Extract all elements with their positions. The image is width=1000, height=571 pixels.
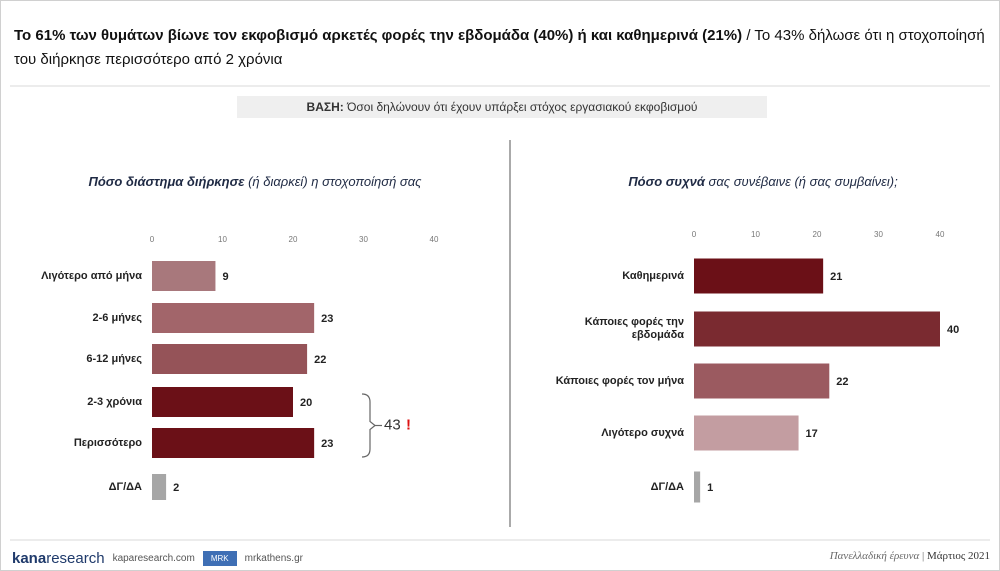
bar — [694, 363, 830, 399]
logo: kanaresearch — [12, 550, 105, 567]
value-label: 20 — [300, 397, 312, 409]
header: Το 61% των θυμάτων βίωνε τον εκφοβισμό α… — [14, 24, 994, 72]
logo-a: kana — [12, 549, 47, 567]
title-rest: / Το 43% δήλωσε ότι η στοχοποίησή του δι… — [14, 27, 985, 68]
value-label: 23 — [321, 313, 333, 325]
x-tick-label: 40 — [430, 235, 439, 244]
chart-title: Πόσο διάστημα διήρκησε (ή διαρκεί) η στο… — [5, 174, 505, 189]
x-tick-label: 40 — [936, 230, 945, 239]
value-label: 22 — [836, 376, 848, 388]
category-label: 2-3 χρόνια — [87, 395, 142, 408]
bar — [152, 387, 293, 417]
chart-title-rest: σας συνέβαινε (ή σας συμβαίνει); — [708, 174, 898, 189]
bar — [152, 428, 315, 458]
value-label: 1 — [707, 482, 713, 494]
bar — [152, 474, 167, 500]
category-label: ΔΓ/ΔΑ — [650, 480, 684, 493]
category-label: Λιγότερο συχνά — [601, 426, 684, 439]
category-label: ΔΓ/ΔΑ — [108, 480, 142, 493]
bar — [152, 303, 315, 333]
bar — [152, 344, 308, 374]
value-label: 21 — [830, 271, 842, 283]
site1: kaparesearch.com — [112, 552, 195, 564]
value-label: 2 — [173, 482, 179, 494]
x-tick-label: 20 — [813, 230, 822, 239]
category-label: Κάποιες φορές τον μήνα — [555, 374, 684, 387]
bar — [694, 415, 799, 451]
x-tick-label: 10 — [218, 235, 227, 244]
x-tick-label: 10 — [751, 230, 760, 239]
x-tick-label: 0 — [692, 230, 697, 239]
value-label: 9 — [222, 271, 228, 283]
annotation-mark: ! — [406, 416, 411, 433]
value-label: 22 — [314, 354, 326, 366]
x-tick-label: 0 — [150, 235, 155, 244]
site2: mrkathens.gr — [244, 552, 303, 564]
category-label: Περισσότερο — [73, 436, 142, 449]
chart-title-rest: (ή διαρκεί) η στοχοποίησή σας — [248, 174, 422, 189]
category-label: Κάποιες φορές την εβδομάδα — [584, 316, 684, 341]
bracket — [361, 393, 376, 458]
footer-left: kanaresearch kaparesearch.com MRK mrkath… — [12, 548, 303, 568]
bar — [152, 261, 216, 291]
footer-right: Πανελλαδική έρευνα | Μάρτιος 2021 — [829, 550, 990, 562]
category-label: Καθημερινά — [622, 269, 684, 282]
base-text: Όσοι δηλώνουν ότι έχουν υπάρξει στόχος ε… — [347, 100, 698, 114]
date: Μάρτιος 2021 — [926, 550, 990, 562]
chart-title: Πόσο συχνά σας συνέβαινε (ή σας συμβαίνε… — [513, 174, 1000, 189]
value-label: 40 — [947, 324, 959, 336]
base-label: ΒΑΣΗ: — [306, 100, 344, 114]
category-label: 2-6 μήνες — [92, 311, 142, 324]
chart-title-bold: Πόσο συχνά — [628, 174, 705, 189]
category-label: 6-12 μήνες — [86, 352, 142, 365]
base-box — [237, 96, 767, 118]
chart-title-bold: Πόσο διάστημα διήρκησε — [88, 174, 245, 189]
badge: MRK — [202, 550, 237, 566]
logo-b: research — [46, 549, 105, 567]
survey: Πανελλαδική έρευνα — [829, 550, 920, 562]
title-bold: Το 61% των θυμάτων βίωνε τον εκφοβισμό α… — [14, 27, 743, 44]
value-label: 17 — [806, 428, 818, 440]
bar — [694, 258, 824, 294]
value-label: 23 — [321, 438, 333, 450]
x-tick-label: 20 — [289, 235, 298, 244]
annotation: 43 — [384, 416, 401, 433]
bar — [694, 471, 701, 503]
base: ΒΑΣΗ: Όσοι δηλώνουν ότι έχουν υπάρξει στ… — [237, 96, 767, 118]
category-label: Λιγότερο από μήνα — [41, 269, 142, 282]
x-tick-label: 30 — [874, 230, 883, 239]
bar — [694, 311, 940, 347]
x-tick-label: 30 — [359, 235, 368, 244]
